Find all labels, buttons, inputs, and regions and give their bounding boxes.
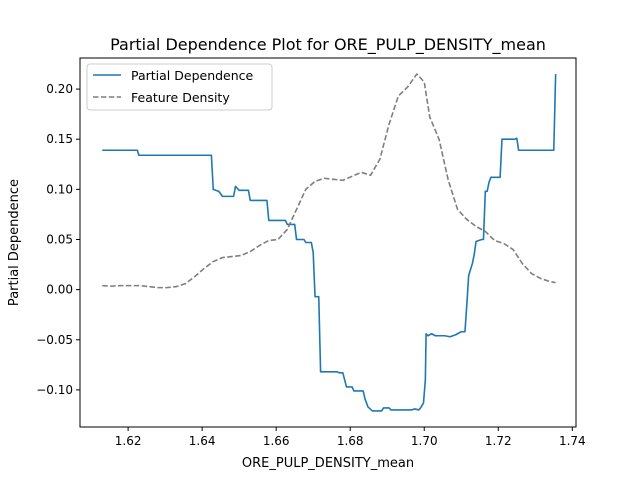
x-tick-label: 1.72 xyxy=(485,434,512,448)
x-axis-label: ORE_PULP_DENSITY_mean xyxy=(242,456,414,471)
series-line-feature-density xyxy=(102,73,556,289)
plot-area xyxy=(79,57,577,428)
series-line-partial-dependence xyxy=(102,74,557,412)
y-axis-label: Partial Dependence xyxy=(7,179,22,306)
x-tick-label: 1.74 xyxy=(559,434,586,448)
y-tick-label: −0.10 xyxy=(36,383,73,397)
y-tick-label: 0.15 xyxy=(46,132,73,146)
legend-box xyxy=(86,63,273,111)
series-layer xyxy=(102,73,557,412)
legend-label-feature-density: Feature Density xyxy=(131,90,230,105)
axes-frame xyxy=(79,57,577,428)
y-tick-label: 0.20 xyxy=(46,82,73,96)
y-tick-label: 0.00 xyxy=(46,283,73,297)
x-tick-label: 1.64 xyxy=(189,434,216,448)
y-tick-label: 0.05 xyxy=(46,232,73,246)
y-tick-label: 0.10 xyxy=(46,182,73,196)
x-tick-label: 1.62 xyxy=(115,434,142,448)
x-tick-label: 1.68 xyxy=(337,434,364,448)
x-tick-label: 1.70 xyxy=(411,434,438,448)
legend-label-partial-dependence: Partial Dependence xyxy=(131,68,254,83)
chart-title: Partial Dependence Plot for ORE_PULP_DEN… xyxy=(110,35,546,55)
y-axis-ticks: −0.10 −0.05 0.00 0.05 0.10 0.15 0.20 xyxy=(36,82,80,397)
y-tick-label: −0.05 xyxy=(36,333,73,347)
x-tick-label: 1.66 xyxy=(263,434,290,448)
x-axis-ticks: 1.62 1.64 1.66 1.68 1.70 1.72 1.74 xyxy=(115,427,586,448)
legend: Partial Dependence Feature Density xyxy=(86,63,273,111)
